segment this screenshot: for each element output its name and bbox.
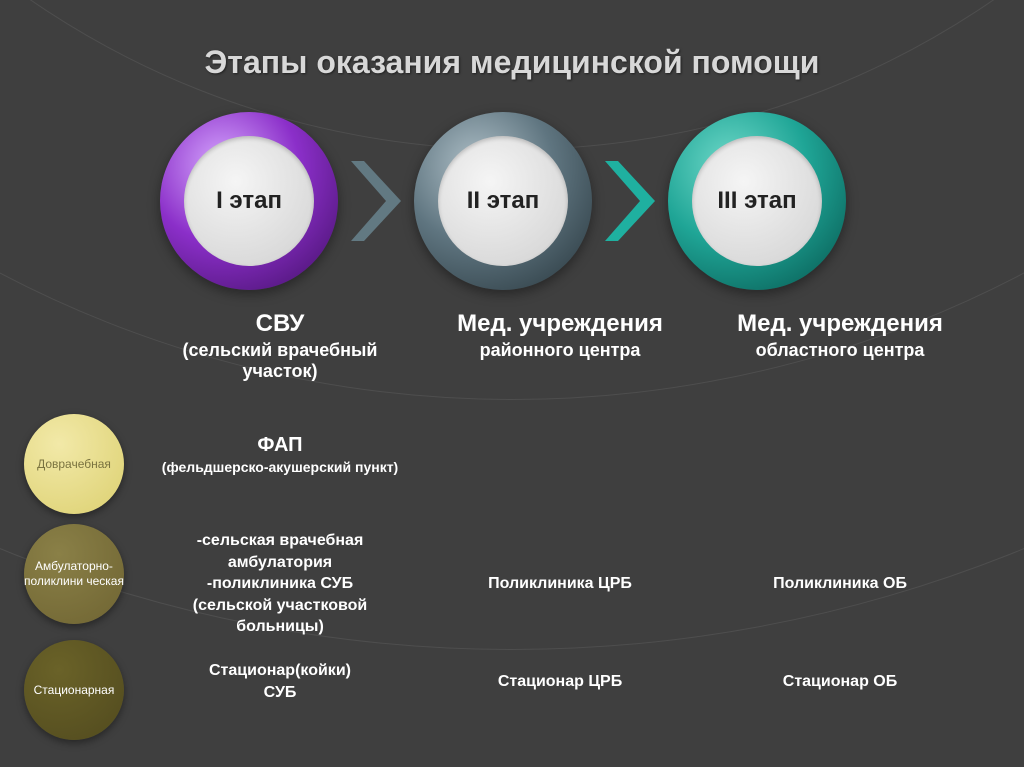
- cell-text: Поликлиника ЦРБ: [430, 573, 690, 595]
- stage-desc-1: СВУ(сельский врачебный участок): [140, 310, 420, 382]
- stage-circle-1: I этап: [160, 112, 338, 290]
- stage-desc-3: Мед. учрежденияобластного центра: [700, 310, 980, 382]
- grid-row-2: -сельская врачебная амбулатория-поликлин…: [140, 530, 980, 638]
- grid-cell: Поликлиника ЦРБ: [420, 573, 700, 595]
- desc-subtitle: (сельский врачебный участок): [150, 340, 410, 382]
- cell-subtitle: (фельдшерско-акушерский пункт): [150, 459, 410, 475]
- stage-descriptions: СВУ(сельский врачебный участок)Мед. учре…: [140, 310, 980, 382]
- desc-subtitle: областного центра: [710, 340, 970, 361]
- chevron-right-icon: [600, 151, 660, 251]
- chevron-right-icon: [346, 151, 406, 251]
- desc-title: СВУ: [150, 310, 410, 338]
- stage-desc-2: Мед. учреждениярайонного центра: [420, 310, 700, 382]
- stage-label: III этап: [692, 136, 822, 266]
- grid-cell: Поликлиника ОБ: [700, 573, 980, 595]
- grid-cell: Стационар ОБ: [700, 671, 980, 693]
- desc-title: Мед. учреждения: [710, 310, 970, 338]
- stage-circle-3: III этап: [668, 112, 846, 290]
- stage-circle-2: II этап: [414, 112, 592, 290]
- category-circle-3: Стационарная: [24, 640, 124, 740]
- grid-row-1: ФАП (фельдшерско-акушерский пункт): [140, 434, 980, 475]
- grid-cell: -сельская врачебная амбулатория-поликлин…: [140, 530, 420, 638]
- stage-label: I этап: [184, 136, 314, 266]
- grid-cell: Стационар(койки)СУБ: [140, 660, 420, 703]
- grid-cell: Стационар ЦРБ: [420, 671, 700, 693]
- grid-cell: ФАП (фельдшерско-акушерский пункт): [140, 434, 420, 475]
- cell-text: Стационар(койки)СУБ: [150, 660, 410, 703]
- stage-label: II этап: [438, 136, 568, 266]
- cell-text: Стационар ЦРБ: [430, 671, 690, 693]
- grid-row-3: Стационар(койки)СУБ Стационар ЦРБ Стациона…: [140, 660, 980, 703]
- desc-subtitle: районного центра: [430, 340, 690, 361]
- category-circle-1: Доврачебная: [24, 414, 124, 514]
- category-circle-2: Амбулаторно-поликлини ческая: [24, 524, 124, 624]
- cell-text: Стационар ОБ: [710, 671, 970, 693]
- cell-text: -сельская врачебная амбулатория-поликлин…: [150, 530, 410, 638]
- cell-text: Поликлиника ОБ: [710, 573, 970, 595]
- cell-title: ФАП: [150, 434, 410, 457]
- desc-title: Мед. учреждения: [430, 310, 690, 338]
- stages-row: I этап II этап III этап: [160, 112, 980, 290]
